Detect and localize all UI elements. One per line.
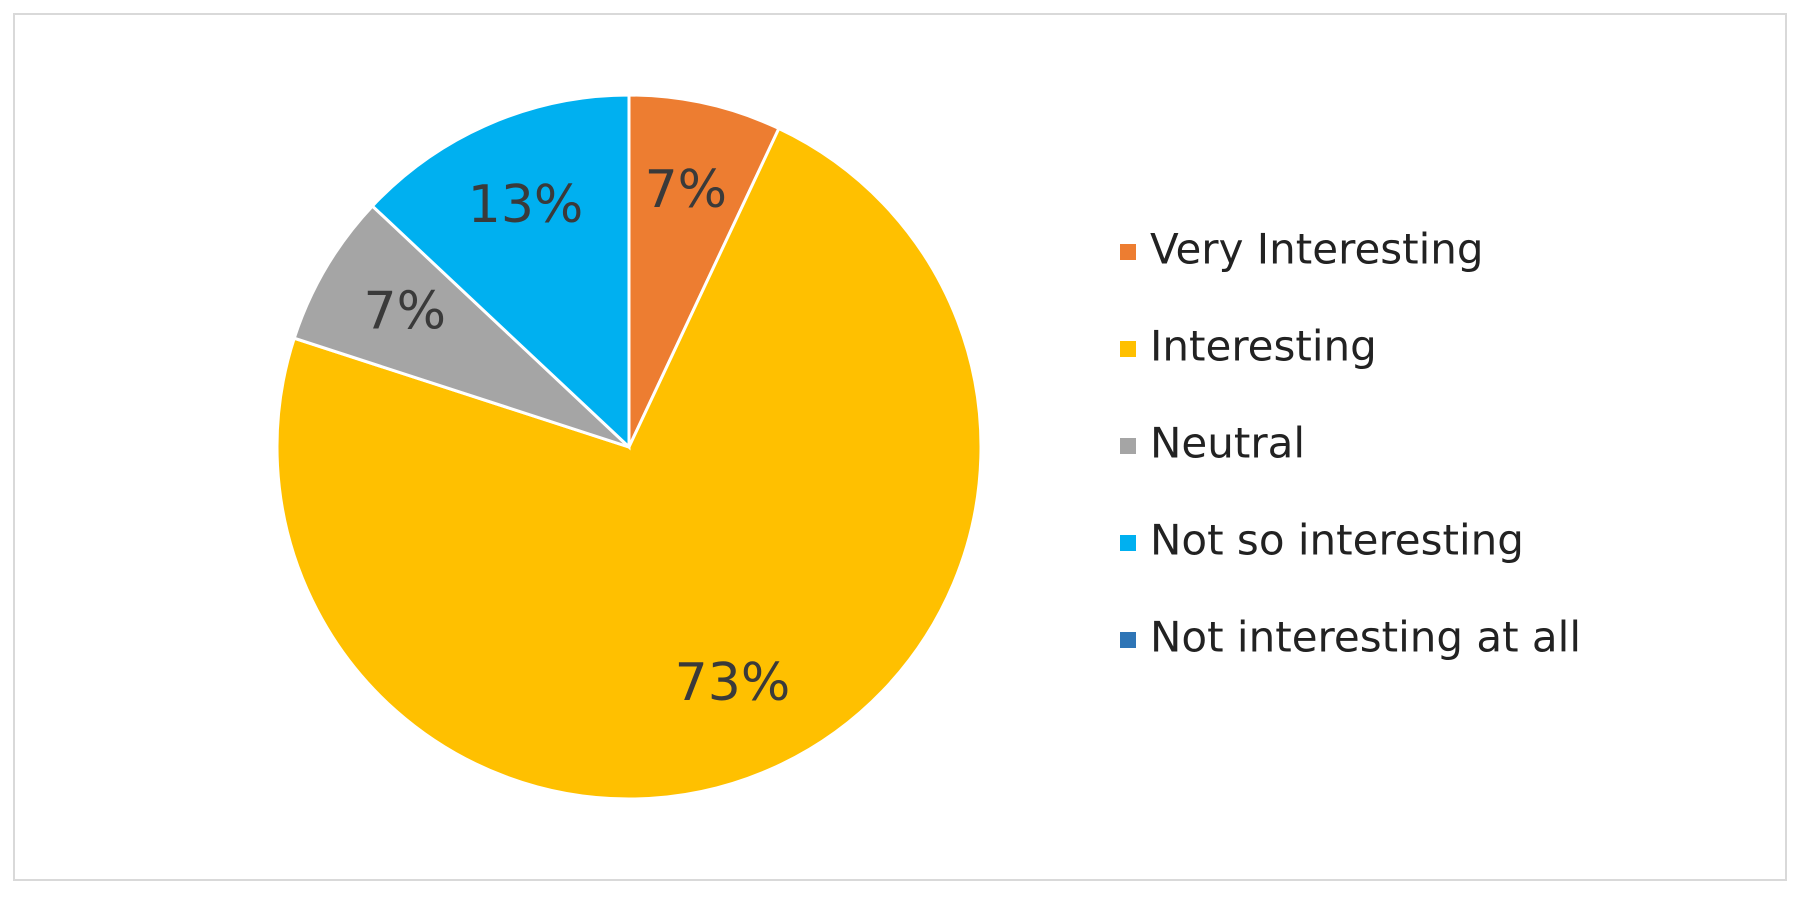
- legend-swatch: [1120, 535, 1136, 551]
- legend-label: Very Interesting: [1150, 225, 1484, 274]
- legend-label: Not interesting at all: [1150, 613, 1581, 662]
- pie-slice: [627, 93, 781, 448]
- data-label: 7%: [364, 281, 447, 341]
- data-label: 13%: [468, 175, 584, 235]
- legend-swatch: [1120, 341, 1136, 357]
- legend-label: Not so interesting: [1150, 516, 1524, 565]
- pie-slice: [370, 93, 631, 451]
- legend-swatch: [1120, 632, 1136, 648]
- legend-label: Neutral: [1150, 419, 1305, 468]
- legend-label: Interesting: [1150, 322, 1377, 371]
- pie-slice: [292, 203, 631, 449]
- legend-swatch: [1120, 244, 1136, 260]
- legend-swatch: [1120, 438, 1136, 454]
- data-label: 73%: [675, 653, 791, 713]
- pie-slice: [275, 126, 983, 801]
- data-label: 7%: [645, 160, 728, 220]
